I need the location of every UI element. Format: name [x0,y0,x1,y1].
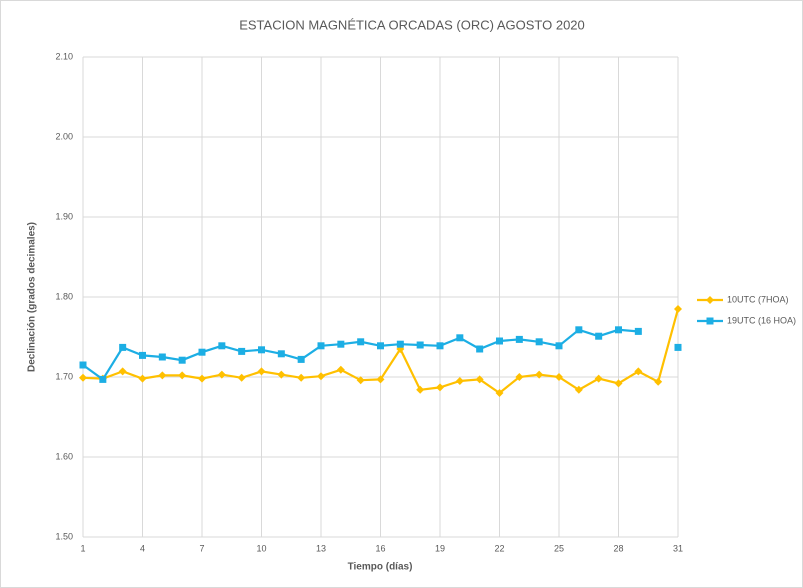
data-point [237,373,246,382]
data-point [217,370,226,379]
data-point [495,389,504,397]
data-point [476,345,484,353]
data-point [139,351,146,359]
data-point [317,342,325,350]
y-tick-label: 2.10 [55,51,73,61]
data-point [456,334,464,342]
data-point [674,343,682,351]
data-point [297,355,305,363]
legend-label: 19UTC (16 HOA) [727,315,796,325]
data-point [337,340,345,348]
data-point [277,350,285,358]
data-point [396,340,404,348]
legend-marker [706,296,714,304]
x-tick-label: 28 [613,543,623,553]
data-point [198,374,206,383]
data-point [238,347,246,355]
y-tick-label: 1.90 [55,211,73,221]
data-point [119,343,127,351]
x-tick-label: 4 [140,543,145,553]
data-point [158,371,167,380]
data-point [674,305,682,313]
x-tick-label: 10 [256,543,266,553]
data-point [595,332,603,340]
chart-title: ESTACION MAGNÉTICA ORCADAS (ORC) AGOSTO … [239,17,585,32]
data-point [377,342,384,350]
data-point [594,374,603,383]
y-tick-label: 1.70 [55,371,73,381]
data-point [515,335,523,343]
data-point [654,377,663,386]
data-point [436,383,444,392]
data-point [277,370,286,379]
data-point [356,376,365,385]
data-point [297,373,306,382]
data-point [436,342,444,350]
data-point [79,361,87,369]
data-point [79,373,87,382]
legend-marker [706,317,714,325]
data-point [455,377,464,385]
data-point [178,371,187,380]
x-tick-label: 22 [494,543,504,553]
x-axis-title: Tiempo (días) [348,562,413,573]
data-point [118,367,127,376]
y-tick-label: 1.50 [55,531,73,541]
data-point [218,342,226,350]
y-axis-title: Declinación (grados decimales) [27,222,38,372]
data-point [258,346,265,354]
y-tick-label: 1.60 [55,451,73,461]
data-point [634,327,642,335]
legend-label: 10UTC (7HOA) [727,294,789,304]
x-tick-label: 19 [435,543,445,553]
x-tick-label: 25 [554,543,564,553]
x-tick-label: 31 [673,543,683,553]
data-point [158,353,166,361]
data-point [496,337,503,345]
data-point [257,367,266,376]
data-point [376,375,385,384]
data-point [178,356,186,364]
data-point [336,365,345,374]
data-point [416,341,424,349]
data-point [475,375,484,384]
data-point [614,379,623,388]
data-point [574,385,583,394]
data-point [416,385,425,394]
data-point [535,370,544,379]
x-tick-label: 7 [199,543,204,553]
y-tick-label: 1.80 [55,291,73,301]
data-point [555,373,563,381]
data-point [357,338,365,346]
x-tick-label: 1 [80,543,85,553]
x-tick-label: 13 [316,543,326,553]
data-point [575,326,583,334]
data-point [634,367,643,376]
data-point [138,374,147,383]
data-point [615,326,622,334]
x-tick-label: 16 [375,543,385,553]
data-point [99,375,107,383]
data-point [515,373,524,381]
y-tick-label: 2.00 [55,131,73,141]
data-point [535,338,543,346]
data-point [555,342,563,350]
data-point [198,348,206,356]
data-point [317,372,325,381]
